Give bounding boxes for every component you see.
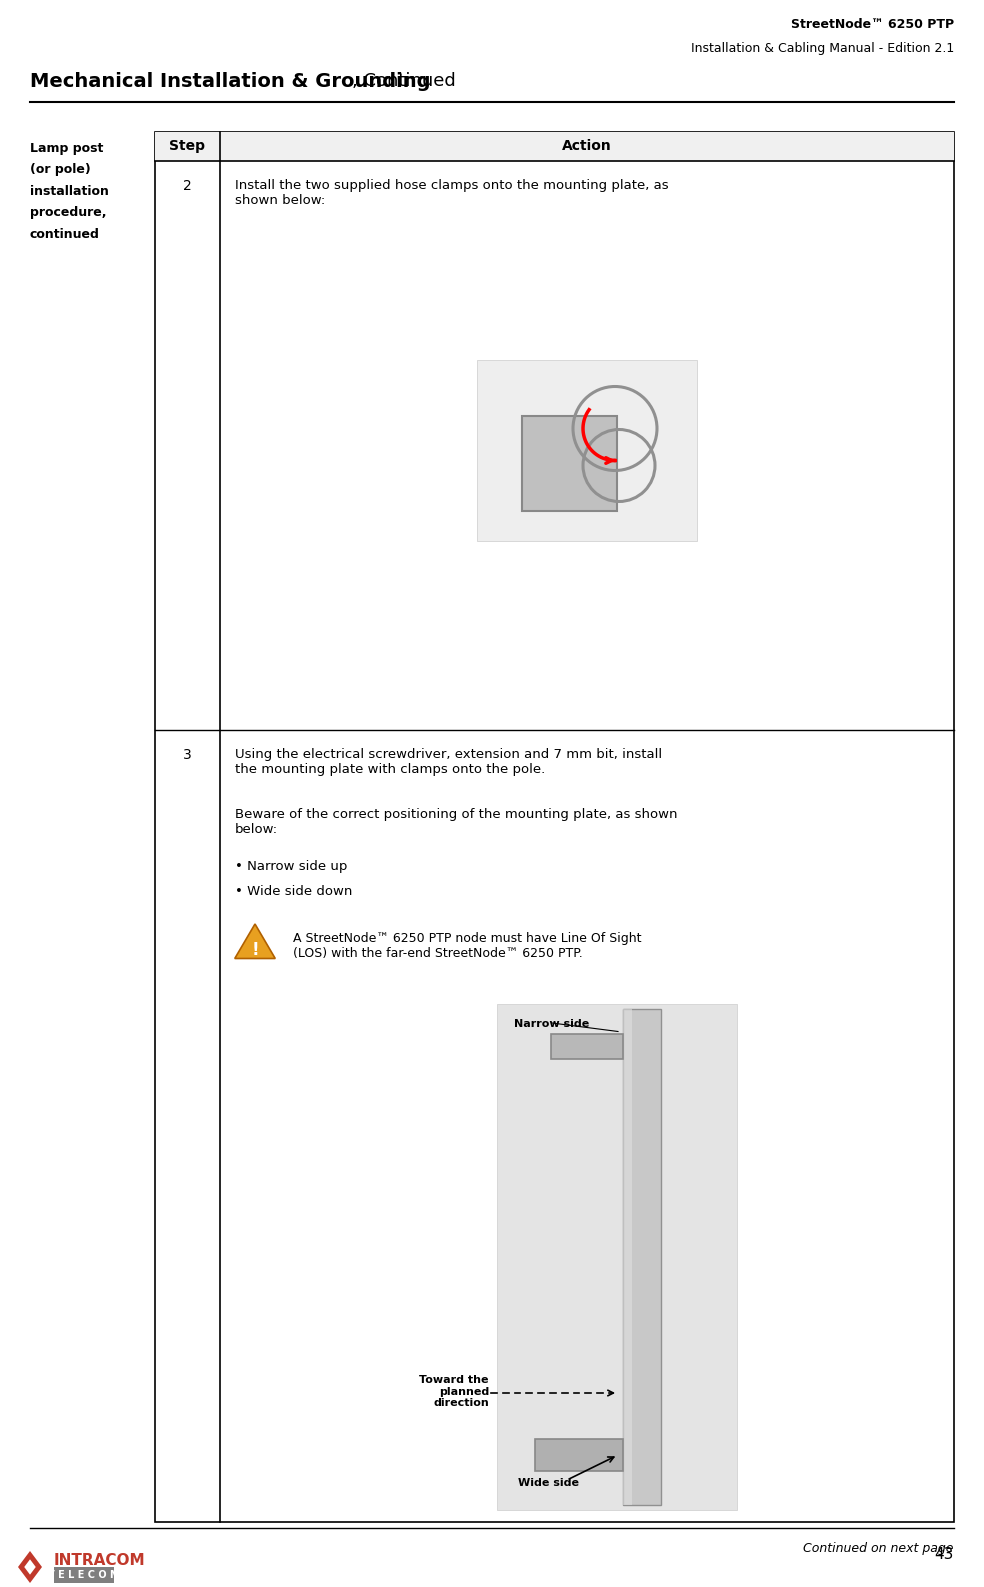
Text: 2: 2: [183, 179, 192, 194]
Text: procedure,: procedure,: [30, 206, 106, 219]
Text: 3: 3: [183, 747, 192, 762]
Text: , Continued: , Continued: [352, 71, 456, 90]
Bar: [551, 1033, 623, 1059]
Text: !: !: [251, 941, 259, 959]
Text: Action: Action: [562, 140, 612, 154]
Text: INTRACOM: INTRACOM: [54, 1554, 146, 1568]
Bar: [155, 132, 954, 1522]
Bar: [477, 360, 697, 541]
Bar: [623, 1009, 661, 1504]
Text: A StreetNode™ 6250 PTP node must have Line Of Sight
(LOS) with the far-end Stree: A StreetNode™ 6250 PTP node must have Li…: [293, 932, 642, 960]
Text: Narrow side: Narrow side: [515, 1019, 589, 1028]
Text: Beware of the correct positioning of the mounting plate, as shown
below:: Beware of the correct positioning of the…: [235, 808, 678, 836]
Text: Toward the
planned
direction: Toward the planned direction: [419, 1374, 489, 1408]
Bar: [155, 132, 954, 160]
Text: T E L E C O M: T E L E C O M: [48, 1570, 120, 1579]
Text: continued: continued: [30, 229, 99, 241]
Text: Install the two supplied hose clamps onto the mounting plate, as
shown below:: Install the two supplied hose clamps ont…: [235, 179, 668, 206]
Bar: [522, 416, 617, 511]
Text: Mechanical Installation & Grounding: Mechanical Installation & Grounding: [30, 71, 431, 90]
Bar: [535, 1439, 623, 1471]
Text: • Narrow side up: • Narrow side up: [235, 860, 347, 873]
Text: Installation & Cabling Manual - Edition 2.1: Installation & Cabling Manual - Edition …: [691, 41, 954, 56]
Text: installation: installation: [30, 186, 109, 198]
Bar: [54, 1566, 114, 1582]
Polygon shape: [18, 1550, 42, 1582]
Text: 43: 43: [935, 1547, 954, 1562]
Polygon shape: [25, 1560, 35, 1574]
Bar: [623, 1009, 633, 1504]
Text: StreetNode™ 6250 PTP: StreetNode™ 6250 PTP: [791, 17, 954, 32]
Text: (or pole): (or pole): [30, 163, 91, 176]
Text: Step: Step: [169, 140, 206, 154]
Text: • Wide side down: • Wide side down: [235, 886, 352, 898]
Text: Lamp post: Lamp post: [30, 141, 103, 156]
Polygon shape: [235, 924, 276, 959]
Text: Wide side: Wide side: [519, 1477, 580, 1489]
Text: Continued on next page: Continued on next page: [804, 1543, 954, 1555]
Text: Using the electrical screwdriver, extension and 7 mm bit, install
the mounting p: Using the electrical screwdriver, extens…: [235, 747, 662, 776]
Bar: [497, 1005, 737, 1509]
